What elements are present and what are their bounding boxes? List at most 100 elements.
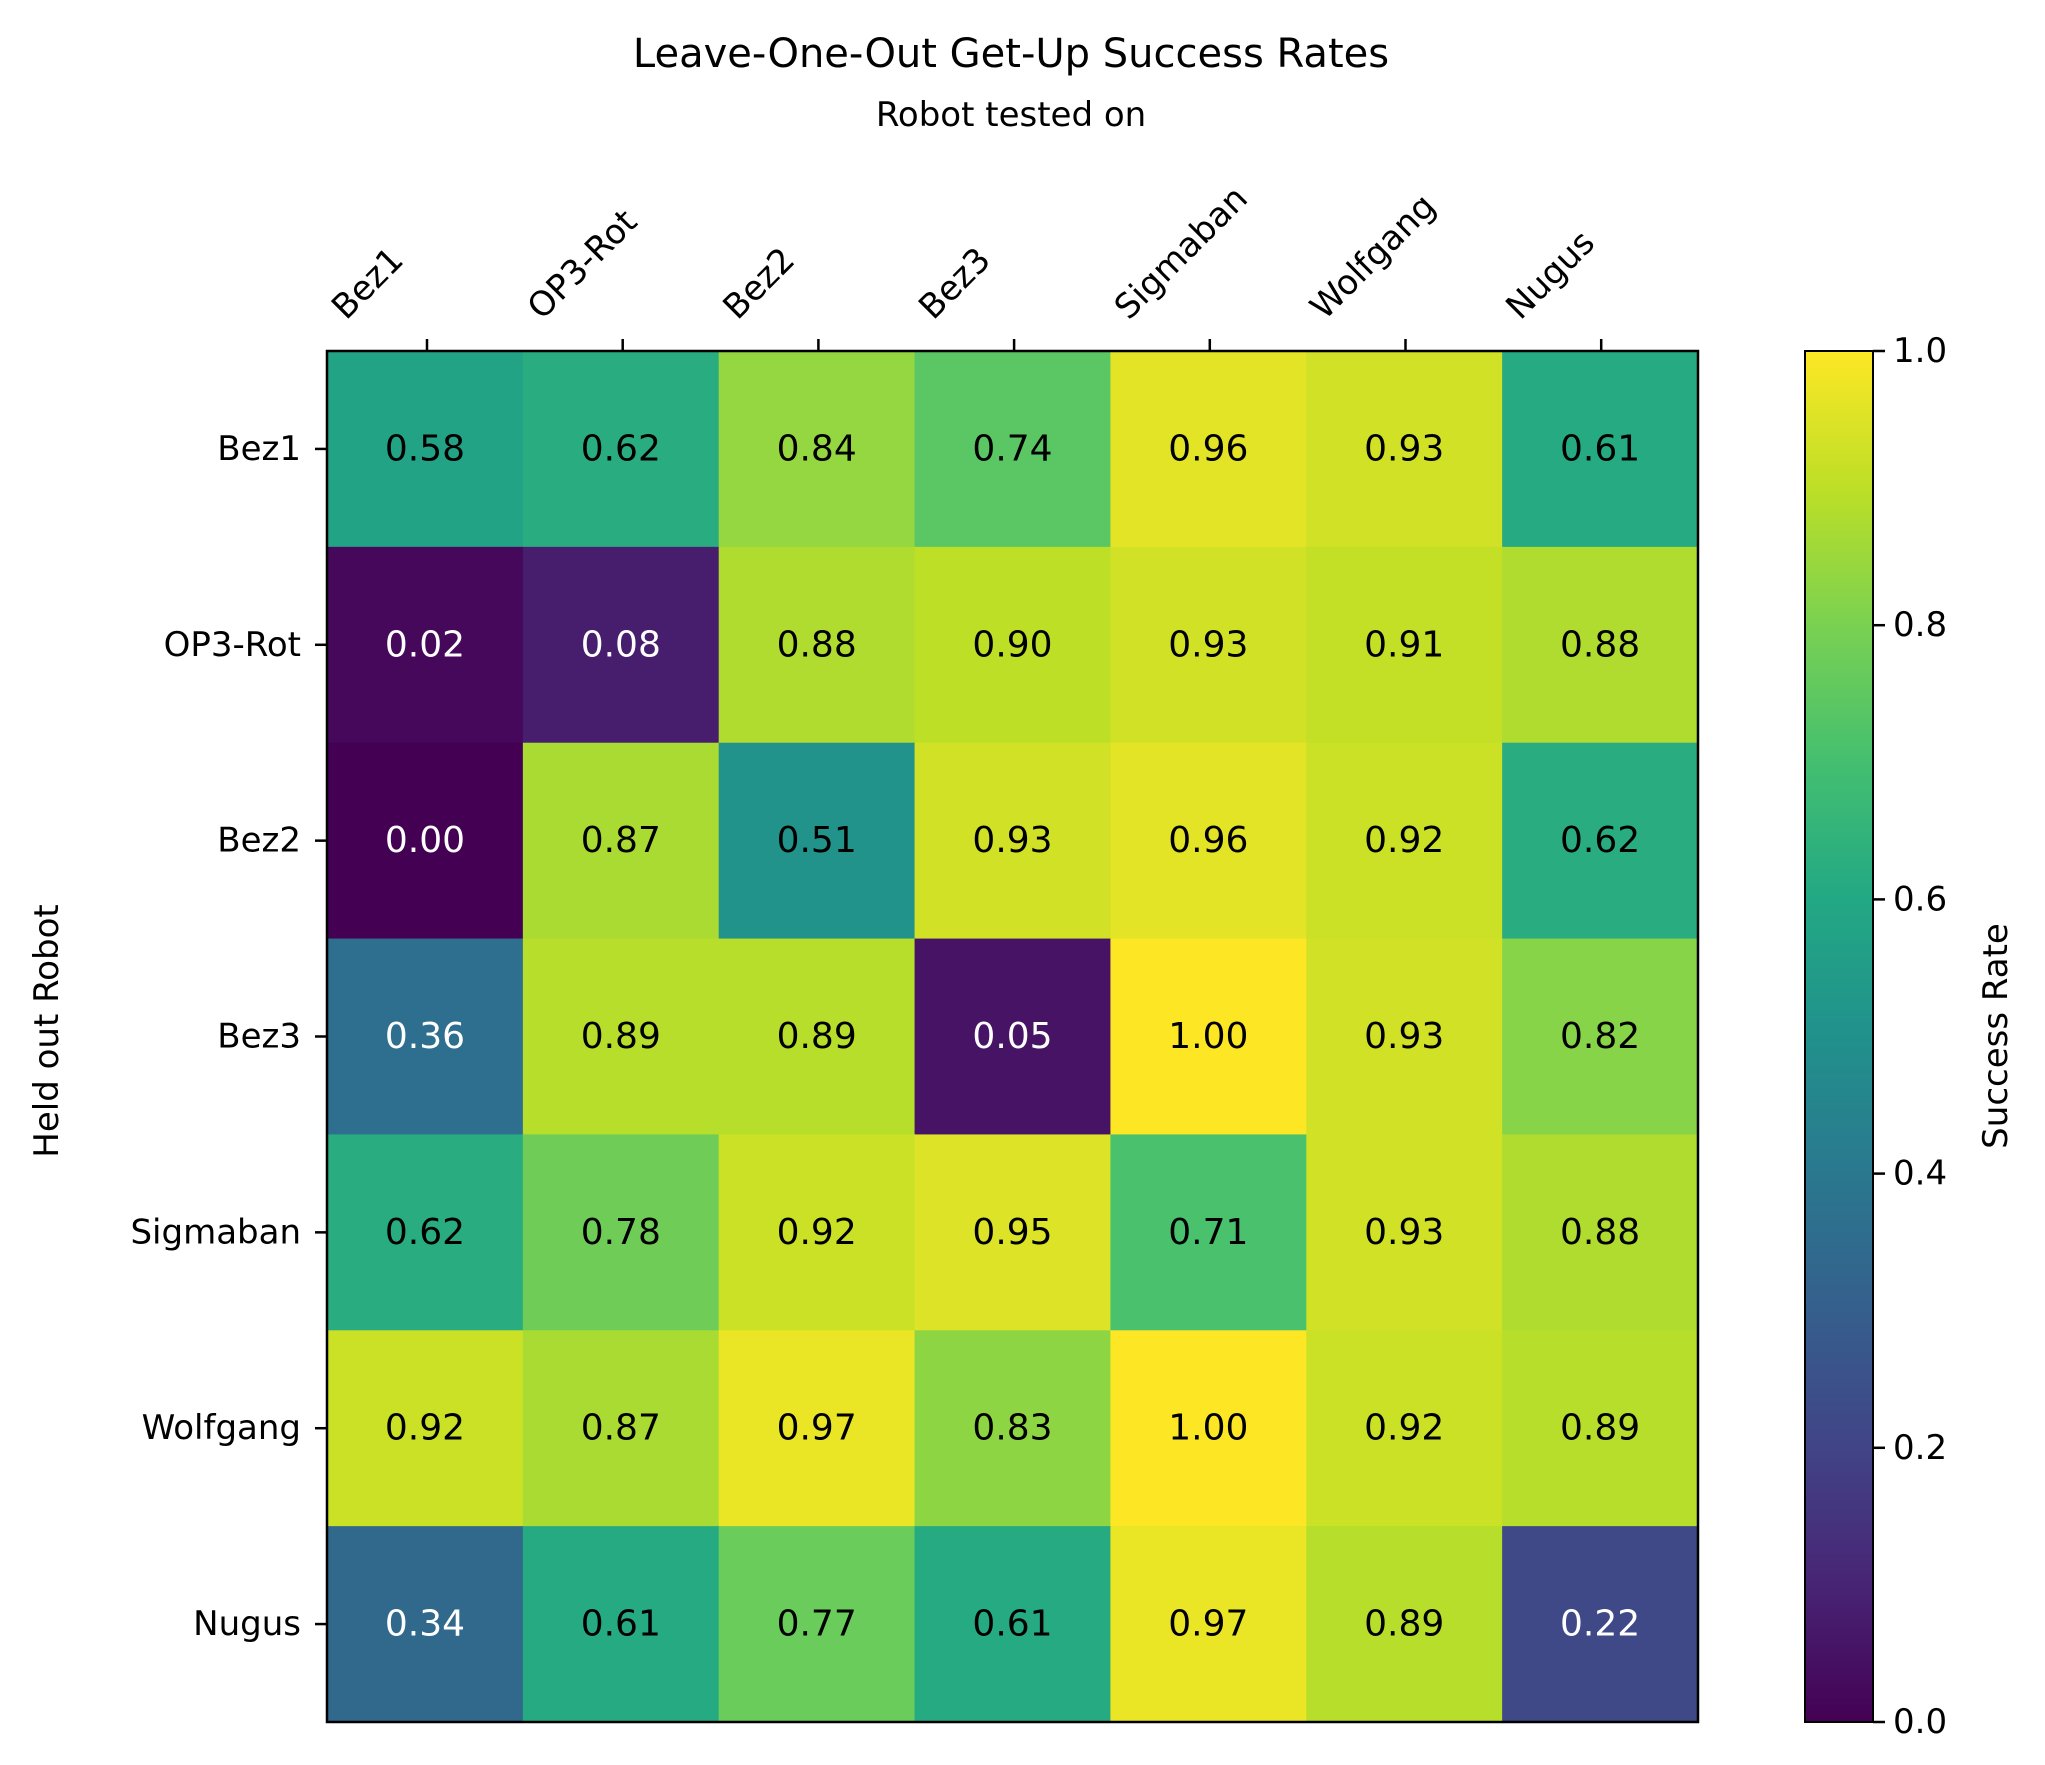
cell-value-label: 0.61 [1560,428,1640,469]
y-tick-label: OP3-Rot [164,625,301,665]
cell-value-label: 0.93 [1364,1212,1444,1253]
x-tick-label: Sigmaban [1107,178,1256,327]
heatmap-cell [1110,546,1307,744]
heatmap-cell [1110,938,1307,1136]
heatmap-cell [1306,742,1503,940]
heatmap-cell [522,351,720,548]
cell-value-label: 0.61 [972,1604,1052,1645]
cell-value-label: 0.62 [385,1212,465,1253]
heatmap-cell [522,1134,720,1331]
heatmap-cell [522,1330,720,1527]
cell-value-label: 0.77 [777,1604,857,1645]
y-tick-label: Wolfgang [142,1408,301,1448]
cell-value-label: 0.88 [1560,624,1640,665]
heatmap-cell [327,1330,524,1527]
cell-value-label: 0.97 [777,1408,857,1449]
cell-value-label: 0.92 [1364,1408,1444,1449]
y-axis-label: Held out Robot [27,904,67,1157]
x-axis-label: Robot tested on [876,95,1146,135]
cell-value-label: 1.00 [1168,1408,1248,1449]
x-tick-label: Wolfgang [1303,186,1444,327]
cell-value-label: 0.71 [1168,1212,1248,1253]
x-tick-label: Bez1 [324,240,411,327]
y-axis-ticks: Bez1 OP3-Rot Bez2 Bez3 Sigmaban Wolfgang Nugus [130,429,327,1644]
cell-value-label: 0.51 [777,820,857,861]
heatmap-cell [522,1526,720,1723]
heatmap-cell [327,742,524,940]
heatmap-cell [1306,1526,1503,1723]
cell-value-label: 0.96 [1168,428,1248,469]
heatmap-cell [1110,1330,1307,1527]
heatmap-cell [914,1330,1112,1527]
heatmap-cell [1502,1134,1699,1331]
y-tick-label: Bez1 [217,429,301,469]
cell-value-label: 0.92 [777,1212,857,1253]
heatmap-cell [1306,938,1503,1136]
heatmap-cell [327,1526,524,1723]
heatmap-cells [327,351,1699,1723]
heatmap-cell [914,546,1112,744]
heatmap-cell [522,546,720,744]
chart-title: Leave-One-Out Get-Up Success Rates [633,31,1389,77]
heatmap-cell [1502,351,1699,548]
cell-value-label: 0.93 [1168,624,1248,665]
cell-value-label: 0.93 [972,820,1052,861]
heatmap-cell [718,351,916,548]
cell-value-label: 1.00 [1168,1016,1248,1057]
colorbar-tick-label: 0.0 [1893,1702,1947,1742]
heatmap-cell [1306,1330,1503,1527]
cell-value-label: 0.02 [385,624,465,665]
x-axis-ticks: Bez1 OP3-Rot Bez2 Bez3 Sigmaban Wolfgang Nugus [324,178,1603,351]
cell-value-label: 0.93 [1364,1016,1444,1057]
heatmap-cell [1306,1134,1503,1331]
colorbar-tick-label: 1.0 [1893,331,1947,371]
colorbar-ticks: 0.0 0.2 0.4 0.6 0.8 1.0 [1873,331,1947,1742]
colorbar [1804,350,1874,1723]
cell-value-label: 0.97 [1168,1604,1248,1645]
y-tick-label: Bez3 [217,1017,301,1057]
cell-value-label: 0.87 [581,1408,661,1449]
cell-value-label: 0.90 [972,624,1052,665]
y-tick-label: Nugus [193,1604,301,1644]
cell-value-label: 0.82 [1560,1016,1640,1057]
cell-value-label: 0.88 [1560,1212,1640,1253]
cell-value-label: 0.22 [1560,1604,1640,1645]
cell-value-label: 0.34 [385,1604,465,1645]
cell-value-label: 0.84 [777,428,857,469]
cell-value-label: 0.92 [1364,820,1444,861]
cell-value-label: 0.92 [385,1408,465,1449]
x-tick-label: OP3-Rot [520,202,645,327]
cell-value-label: 0.95 [972,1212,1052,1253]
heatmap-cell [522,938,720,1136]
heatmap-cell [327,546,524,744]
heatmap-cell [914,351,1112,548]
cell-value-label: 0.89 [1364,1604,1444,1645]
cell-value-label: 0.89 [777,1016,857,1057]
colorbar-tick-label: 0.8 [1893,605,1947,645]
colorbar-label: Success Rate [1976,923,2016,1149]
cell-value-label: 0.00 [385,820,465,861]
heatmap-cell [718,938,916,1136]
colorbar-tick-label: 0.2 [1893,1428,1947,1468]
cell-value-label: 0.83 [972,1408,1052,1449]
cell-value-label: 0.08 [581,624,661,665]
heatmap-cell [1502,938,1699,1136]
heatmap-cell [327,351,524,548]
heatmap-cell [914,742,1112,940]
x-tick-label: Bez3 [911,240,998,327]
heatmap-cell [327,1134,524,1331]
heatmap-cell [1110,1134,1307,1331]
heatmap-cell [1306,546,1503,744]
cell-value-label: 0.61 [581,1604,661,1645]
heatmap-cell [718,546,916,744]
heatmap-cell [1502,742,1699,940]
heatmap-cell [718,1526,916,1723]
heatmap-cell [718,1134,916,1331]
cell-value-label: 0.62 [1560,820,1640,861]
x-tick-label: Nugus [1498,223,1603,328]
cell-value-label: 0.87 [581,820,661,861]
cell-value-label: 0.93 [1364,428,1444,469]
heatmap-cell [1306,351,1503,548]
heatmap-cell [522,742,720,940]
cell-value-label: 0.62 [581,428,661,469]
